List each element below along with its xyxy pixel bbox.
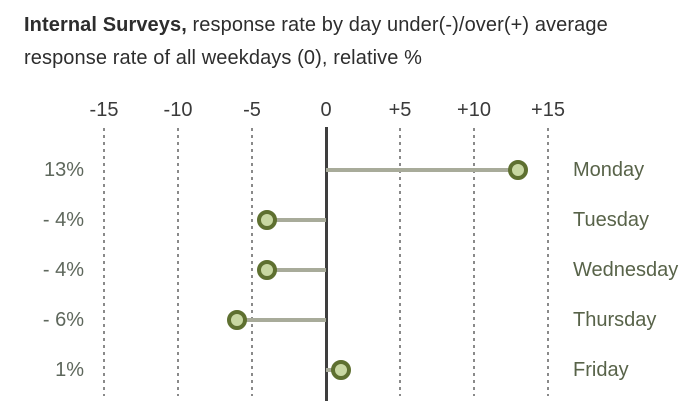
x-tick-label: 0 <box>320 99 332 121</box>
gridline <box>177 128 179 396</box>
lollipop-dot <box>256 260 277 280</box>
x-tick-label: +10 <box>457 99 491 121</box>
value-label: 13% <box>43 159 84 181</box>
gridline <box>547 128 549 396</box>
x-tick-label: -15 <box>89 99 119 121</box>
gridline <box>251 128 253 396</box>
day-label: Wednesday <box>573 259 679 281</box>
gridline <box>399 128 401 396</box>
chart-title-line2: response rate of all weekdays (0), relat… <box>24 47 423 69</box>
lollipop-stem <box>326 168 519 172</box>
value-label: 1% <box>55 359 84 381</box>
day-label: Tuesday <box>573 209 649 231</box>
lollipop-dot <box>256 210 277 230</box>
x-tick-label: +5 <box>388 99 412 121</box>
x-tick-label: +15 <box>531 99 565 121</box>
value-label: - 4% <box>42 259 84 281</box>
chart-title-line1: Internal Surveys, response rate by day u… <box>24 9 608 42</box>
chart-title: Internal Surveys, response rate by day u… <box>24 9 608 75</box>
lollipop-dot <box>227 310 248 330</box>
day-label: Monday <box>573 159 645 181</box>
day-label: Friday <box>573 359 629 381</box>
x-tick-label: -5 <box>243 99 261 121</box>
value-label: - 6% <box>42 309 84 331</box>
lollipop-stem <box>266 218 326 222</box>
zero-axis-line <box>324 127 328 401</box>
x-tick-label: -10 <box>163 99 193 121</box>
lollipop-dot <box>330 360 351 380</box>
lollipop-stem <box>266 268 326 272</box>
value-label: - 4% <box>42 209 84 231</box>
lollipop-stem <box>237 318 326 322</box>
chart-title-rest: response rate by day under(-)/over(+) av… <box>186 14 608 36</box>
gridline <box>103 128 105 396</box>
gridline <box>473 128 475 396</box>
chart-title-bold: Internal Surveys, <box>24 14 187 36</box>
day-label: Thursday <box>573 309 657 331</box>
lollipop-dot <box>508 160 529 180</box>
